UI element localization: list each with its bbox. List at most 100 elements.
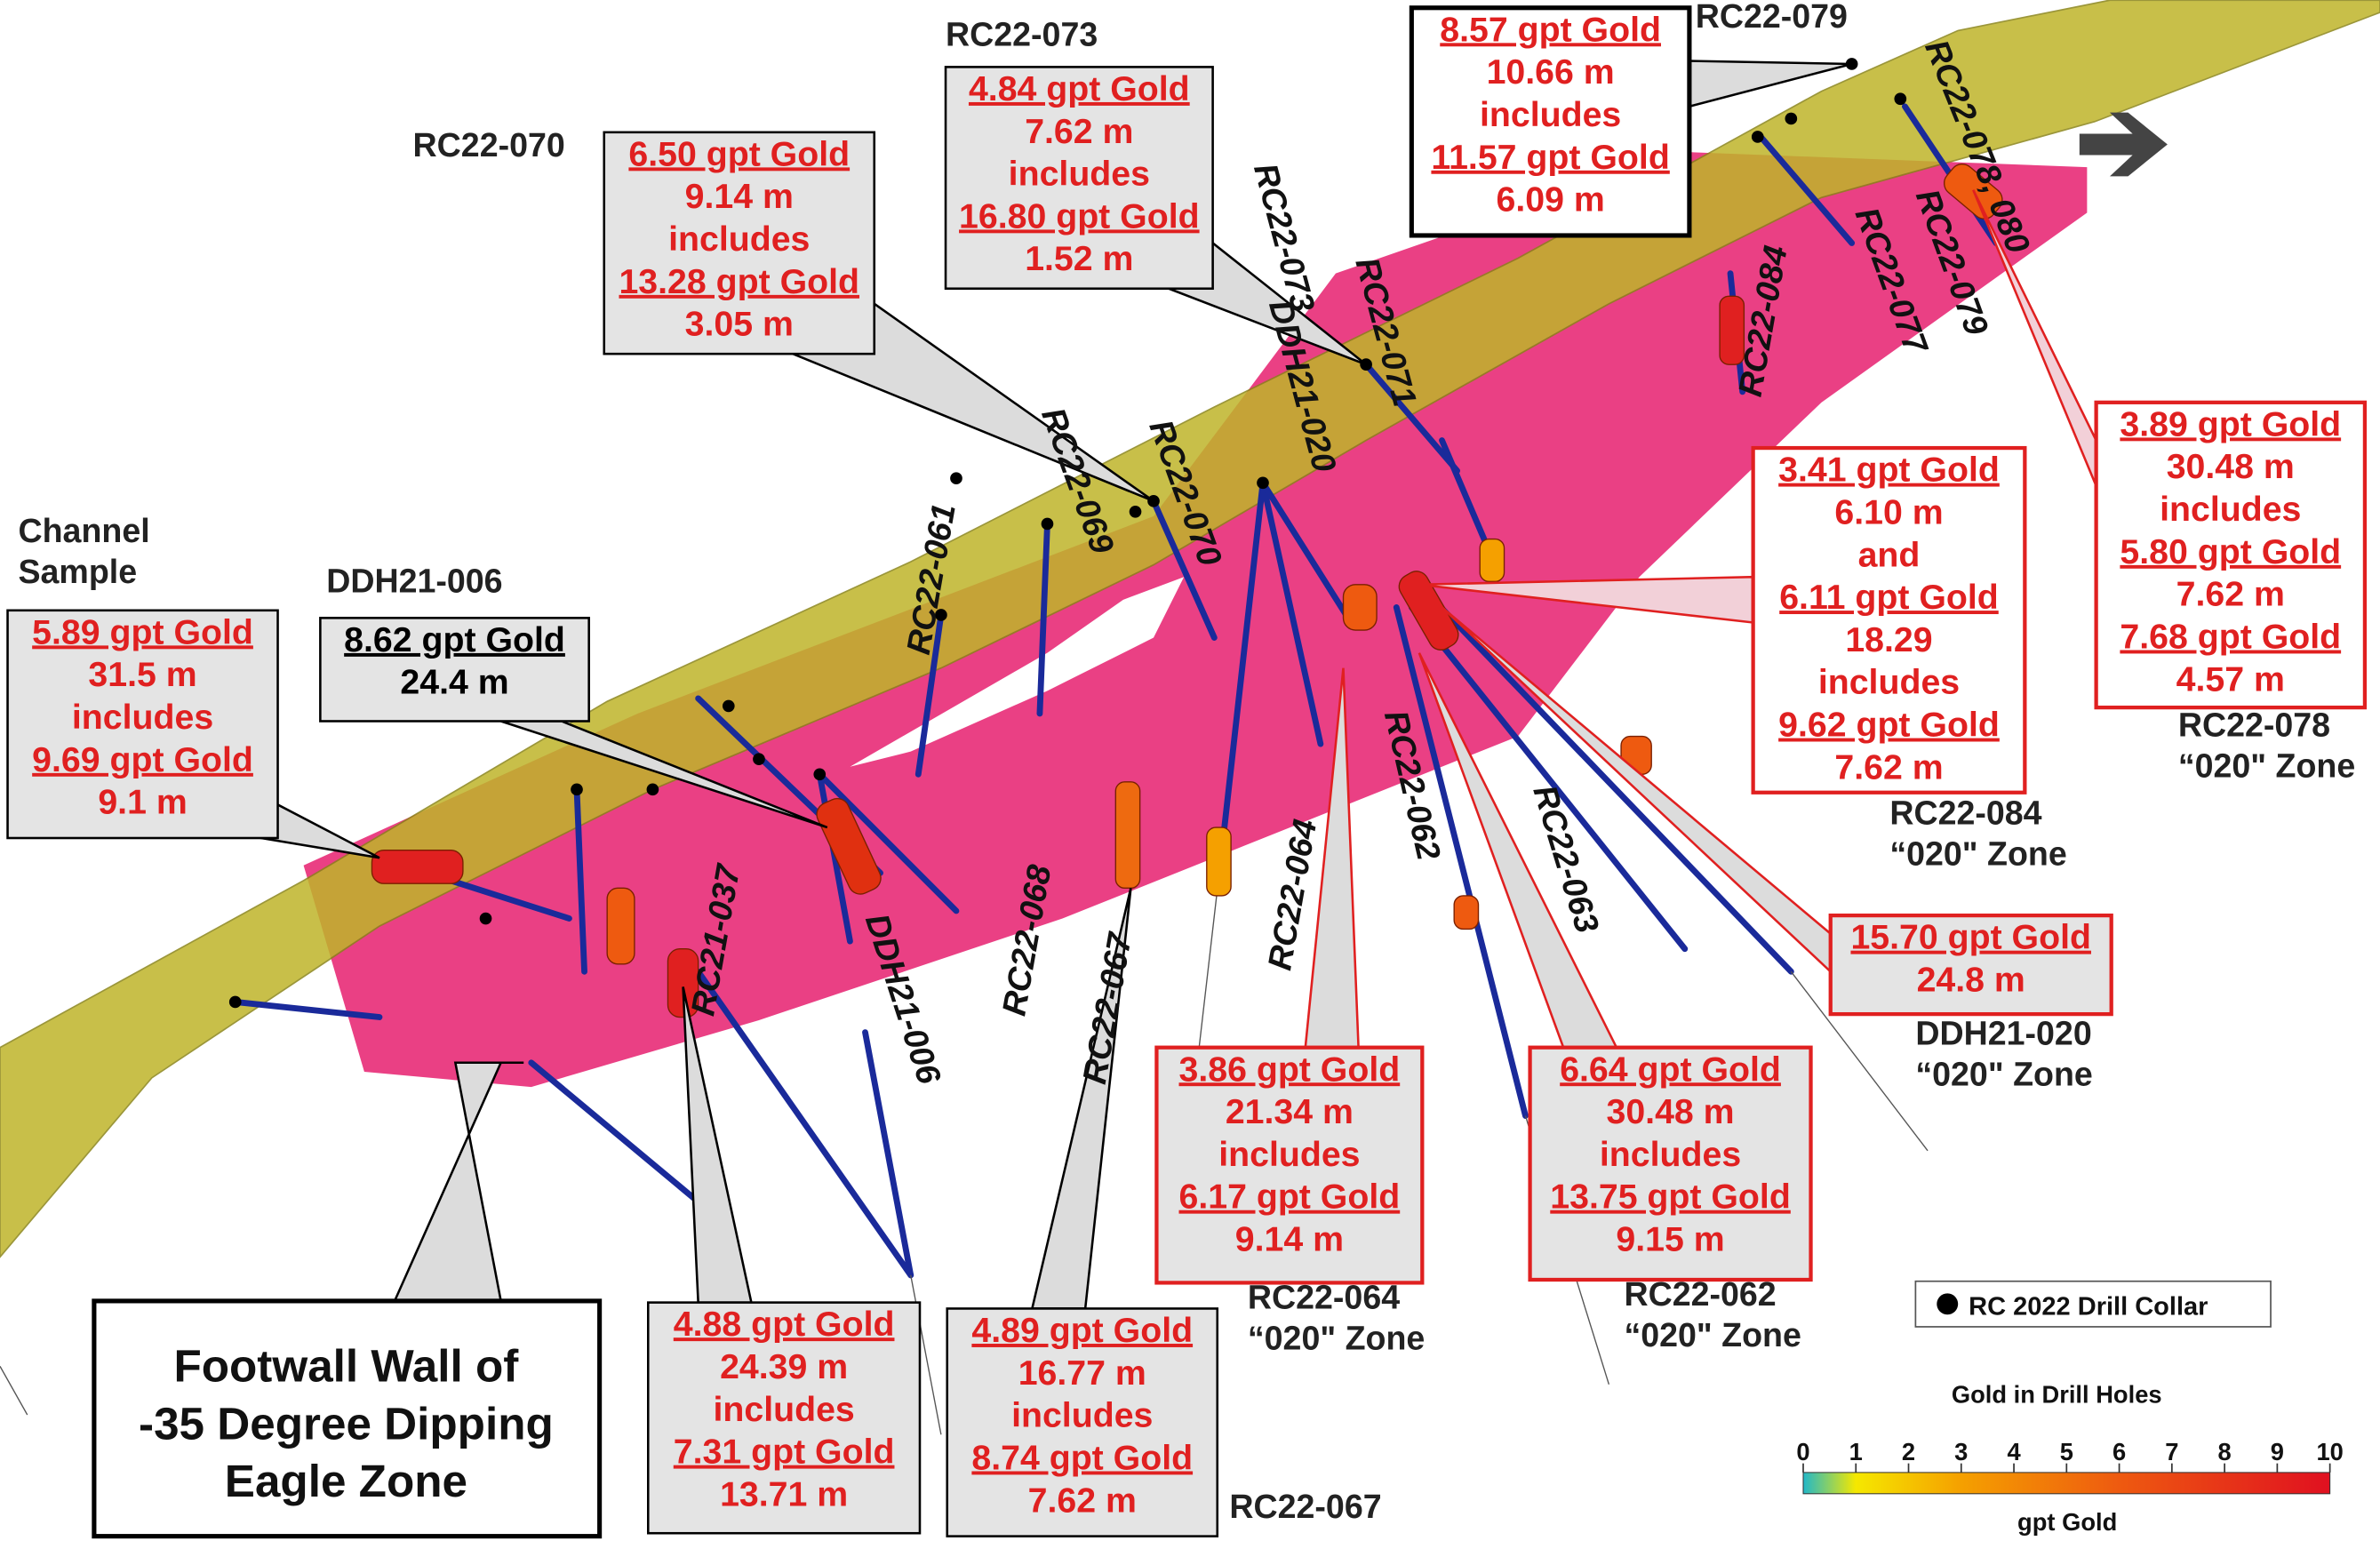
- callout-line: includes: [1480, 95, 1621, 134]
- drill-hole: [1408, 573, 1794, 975]
- interval: [371, 849, 464, 884]
- hole-name: RC22-070: [413, 126, 565, 164]
- drill-hole: [1218, 479, 1266, 854]
- legend-tick-label: 10: [2316, 1438, 2343, 1465]
- hole-name: Sample: [18, 553, 137, 590]
- footwall-line: Eagle Zone: [225, 1456, 467, 1506]
- callout-line: 13.28 gpt Gold: [619, 262, 859, 301]
- hole-name: RC22-067: [1229, 1488, 1381, 1525]
- interval: [1453, 895, 1480, 930]
- callout-line: 8.62 gpt Gold: [344, 620, 565, 659]
- callout-line: 31.5 m: [88, 655, 196, 694]
- callout-line: 24.8 m: [1917, 961, 2025, 1000]
- legend-tick-label: 5: [2060, 1438, 2073, 1465]
- drill-hole: [1259, 479, 1324, 747]
- drill-hole: [816, 770, 960, 914]
- callout-line: 3.86 gpt Gold: [1179, 1050, 1401, 1089]
- interval: [667, 947, 699, 1018]
- callout-line: 5.80 gpt Gold: [2120, 532, 2341, 571]
- drill-hole: [1408, 603, 1689, 953]
- drill-hole: [862, 1029, 914, 1279]
- legend-tick-label: 2: [1902, 1438, 1915, 1465]
- interval: [1206, 826, 1232, 897]
- legend-unit: gpt Gold: [2017, 1508, 2117, 1536]
- callout-box: [946, 1307, 1219, 1537]
- legend-tick-label: 0: [1796, 1438, 1809, 1465]
- interval: [1719, 295, 1745, 365]
- drill-hole: [1393, 603, 1529, 1119]
- callout-line: 3.41 gpt Gold: [1778, 451, 2000, 490]
- callout-line: 7.62 m: [1834, 747, 1943, 786]
- hole-name: “020" Zone: [1248, 1320, 1425, 1357]
- callout-box: [1154, 1045, 1425, 1285]
- callout-line: 6.09 m: [1497, 180, 1605, 220]
- hole-label: RC22-067: [1075, 929, 1138, 1087]
- hole-name: RC22-084: [1889, 794, 2041, 832]
- callout-line: 6.50 gpt Gold: [628, 134, 850, 173]
- callout-line: includes: [1218, 1135, 1360, 1174]
- callout-line: includes: [1818, 663, 1960, 702]
- legend-collar: [1937, 1293, 1959, 1315]
- callout-line: 24.4 m: [400, 663, 508, 702]
- callout-line: 13.71 m: [720, 1474, 848, 1513]
- interval: [1479, 538, 1505, 583]
- drill-hole: [816, 770, 853, 945]
- drill-holes: [232, 103, 2000, 1279]
- hole-name: Channel: [18, 512, 149, 549]
- surface-gap: [850, 577, 1185, 767]
- hole-name: “020" Zone: [1624, 1316, 1801, 1353]
- drill-hole: [573, 786, 587, 975]
- hole-name: “020" Zone: [1889, 835, 2066, 873]
- interval: [1398, 571, 1459, 651]
- drill-hole: [1757, 133, 1856, 246]
- legend-collar-label: RC 2022 Drill Collar: [1969, 1292, 2208, 1321]
- legend-title: Gold in Drill Holes: [1952, 1380, 2162, 1408]
- callout-line: 4.88 gpt Gold: [674, 1305, 895, 1344]
- callout-line: 5.89 gpt Gold: [32, 612, 253, 651]
- callout-line: 9.14 m: [685, 177, 794, 216]
- callout-box: [6, 609, 279, 840]
- callout-line: includes: [668, 220, 810, 259]
- callout-line: 3.05 m: [685, 305, 794, 344]
- callout-line: 6.17 gpt Gold: [1179, 1178, 1401, 1217]
- drill-hole: [1036, 521, 1050, 717]
- legend-tick-label: 4: [2007, 1438, 2021, 1465]
- callout-box: [2094, 400, 2368, 710]
- drill-hole: [1150, 498, 1218, 641]
- footwall-line: Footwall Wall of: [173, 1340, 519, 1391]
- callout-line: 7.62 m: [2176, 575, 2285, 614]
- footwall-line: -35 Degree Dipping: [139, 1398, 554, 1449]
- callout-line: 9.14 m: [1235, 1220, 1344, 1259]
- callout-line: 10.66 m: [1487, 52, 1615, 92]
- callout-line: 24.39 m: [720, 1347, 848, 1386]
- legend-tick-label: 8: [2218, 1438, 2232, 1465]
- callout-line: includes: [1600, 1135, 1741, 1174]
- callout-line: 6.64 gpt Gold: [1560, 1050, 1781, 1089]
- callout-line: 16.80 gpt Gold: [959, 196, 1200, 236]
- legend-tick-label: 1: [1849, 1438, 1863, 1465]
- callout-line: 8.74 gpt Gold: [971, 1438, 1193, 1477]
- callout-line: 8.57 gpt Gold: [1440, 10, 1661, 49]
- callout-line: includes: [1011, 1396, 1153, 1435]
- gold-intervals: [371, 163, 2003, 1018]
- callout-box: [1751, 445, 2027, 794]
- callout-line: 9.69 gpt Gold: [32, 740, 253, 779]
- footwall-band: [0, 0, 2380, 1258]
- interval: [606, 887, 635, 965]
- callout-line: includes: [72, 698, 213, 737]
- callout-box: [319, 617, 590, 723]
- hole-name: RC22-062: [1624, 1275, 1776, 1313]
- drill-hole: [1362, 361, 1461, 475]
- hole-name: DDH21-006: [326, 562, 502, 599]
- legend-colorbar: [1802, 1472, 2331, 1495]
- callout-line: 4.89 gpt Gold: [971, 1311, 1193, 1350]
- callout-line: 1.52 m: [1025, 239, 1133, 278]
- callout-box: [603, 131, 876, 355]
- callout-line: 9.62 gpt Gold: [1778, 706, 2000, 745]
- interval: [1114, 781, 1141, 890]
- interval: [816, 797, 882, 895]
- legend-box: [1914, 1280, 2272, 1328]
- hole-name: DDH21-020: [1915, 1014, 2091, 1051]
